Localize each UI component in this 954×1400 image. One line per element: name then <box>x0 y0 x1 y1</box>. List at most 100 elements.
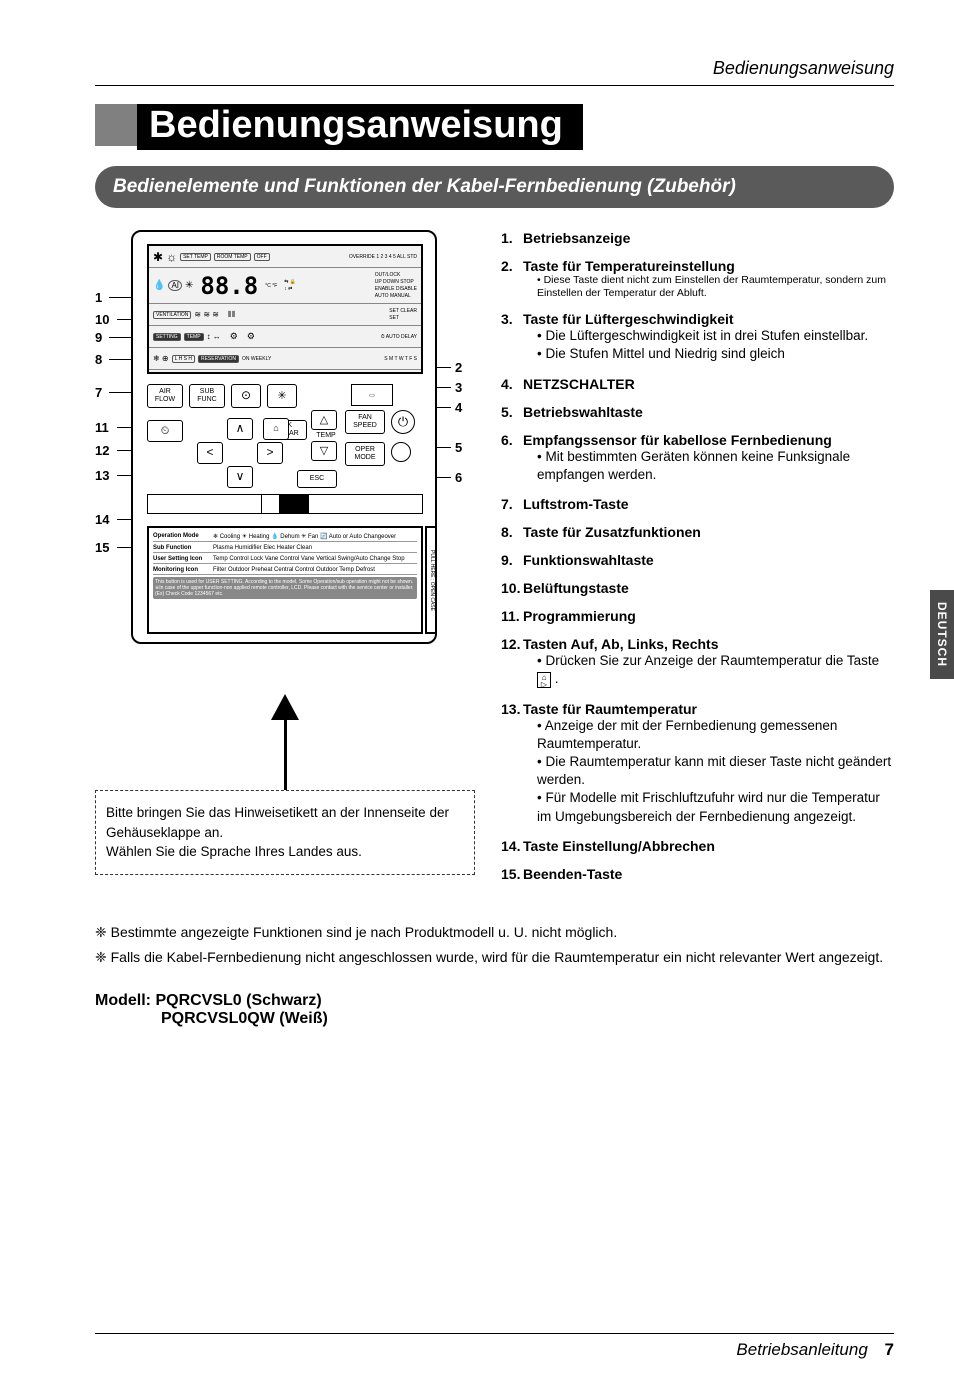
item-title: 10.Belüftungstaste <box>501 580 894 596</box>
item-title: 14.Taste Einstellung/Abbrechen <box>501 838 894 854</box>
list-item: 9.Funktionswahltaste <box>501 552 894 568</box>
running-header: Bedienungsanweisung <box>95 58 894 79</box>
callout-6: 6 <box>455 470 462 485</box>
callout-4: 4 <box>455 400 462 415</box>
up-arrow-icon <box>271 694 299 720</box>
timer-button[interactable]: ⏲ <box>147 420 183 442</box>
temp-col: △ TEMP ▽ <box>311 410 341 461</box>
power-button[interactable]: ⏻ <box>391 410 415 434</box>
title-row: Bedienungsanweisung <box>95 104 894 150</box>
snowflake-icon: ✱ <box>153 250 163 264</box>
legend-label: Sub Function <box>153 545 209 551</box>
gear-icon: ⚙ <box>247 331 255 342</box>
legend-card: Operation Mode ❄ Cooling ☀ Heating 💧 Deh… <box>147 526 423 634</box>
main-row: 1 10 9 8 7 11 12 13 14 15 2 3 4 <box>95 230 894 894</box>
remote-diagram: 1 10 9 8 7 11 12 13 14 15 2 3 4 <box>95 230 475 670</box>
arrow-pad: ∧ ⌂ < > ∨ <box>191 424 301 488</box>
footnote: ❈ Bestimmte angezeigte Funktionen sind j… <box>95 924 894 941</box>
callout-5: 5 <box>455 440 462 455</box>
lcd-vent: VENTILATION <box>153 311 191 319</box>
item-title: 11.Programmierung <box>501 608 894 624</box>
down-button[interactable]: ∨ <box>227 466 253 488</box>
item-title: 4.NETZSCHALTER <box>501 376 894 392</box>
item-list: 1.Betriebsanzeige 2.Taste für Temperature… <box>501 230 894 882</box>
footer-text: Betriebsanleitung <box>736 1340 867 1359</box>
lcd-text: ON WEEKLY <box>242 356 271 362</box>
divider <box>95 85 894 86</box>
lcd-text: OVERRIDE 1 2 3 4 5 ALL STD <box>349 254 417 260</box>
list-item: 14.Taste Einstellung/Abbrechen <box>501 838 894 854</box>
esc-button[interactable]: ESC <box>297 470 337 488</box>
callout-1: 1 <box>95 290 102 305</box>
list-item: 6.Empfangssensor für kabellose Fernbedie… <box>501 432 894 484</box>
lcd-units: °C °F <box>265 283 277 289</box>
callout-3: 3 <box>455 380 462 395</box>
opermode-button[interactable]: OPER MODE <box>345 442 385 466</box>
item-sub: Die Lüftergeschwindigkeit ist in drei St… <box>501 327 894 345</box>
callout-13: 13 <box>95 468 109 483</box>
lcd-right-col: ⇆ 🔒 ↕ ⇄ <box>284 279 296 292</box>
lcd-pill: ROOM TEMP <box>214 253 251 261</box>
page-title: Bedienungsanweisung <box>137 104 583 150</box>
subfunc-button[interactable]: SUB FUNC <box>189 384 225 408</box>
legend-label: Monitoring Icon <box>153 567 209 573</box>
legend-label: Operation Mode <box>153 533 209 540</box>
right-button[interactable]: > <box>257 442 283 464</box>
lcd-pill: SET TEMP <box>180 253 211 261</box>
legend-items: Plasma Humidifier Elec Heater Clean <box>213 545 312 551</box>
arrows-icon: ↕ ↔ <box>207 332 221 341</box>
callout-11: 11 <box>95 420 109 435</box>
footnote: ❈ Falls die Kabel-Fernbedienung nicht an… <box>95 949 894 966</box>
legend-items: ❄ Cooling ☀ Heating 💧 Dehum ✳ Fan 🔄 Auto… <box>213 533 396 540</box>
arrow-stem <box>284 720 287 790</box>
temp-up-button[interactable]: △ <box>311 410 337 430</box>
lcd-chip: SETTING <box>153 333 181 341</box>
callout-8: 8 <box>95 352 102 367</box>
remote-body: ✱ ☼ SET TEMP ROOM TEMP OFF OVERRIDE 1 2 … <box>131 230 437 644</box>
list-item: 8.Taste für Zusatzfunktionen <box>501 524 894 540</box>
bottom-notes: ❈ Bestimmte angezeigte Funktionen sind j… <box>95 924 894 966</box>
settings-button[interactable]: ⊙ <box>231 384 261 408</box>
page-footer: Betriebsanleitung 7 <box>95 1333 894 1360</box>
vent-button[interactable]: ✳ <box>267 384 297 408</box>
callout-14: 14 <box>95 512 109 527</box>
flap-hinge <box>147 494 423 514</box>
list-item: 1.Betriebsanzeige <box>501 230 894 246</box>
home-button[interactable]: ⌂ <box>263 418 289 440</box>
temp-down-button[interactable]: ▽ <box>311 441 337 461</box>
callout-9: 9 <box>95 330 102 345</box>
note-line: Bitte bringen Sie das Hinweisetikett an … <box>106 803 464 842</box>
title-block-icon <box>95 104 137 146</box>
list-item: 15.Beenden-Taste <box>501 866 894 882</box>
list-item: 3.Taste für LüftergeschwindigkeitDie Lüf… <box>501 311 894 363</box>
list-item: 12.Tasten Auf, Ab, Links, RechtsDrücken … <box>501 636 894 688</box>
lcd-chip: RESERVATION <box>198 355 239 363</box>
lcd-right-text: SET CLEAR SET <box>389 308 417 321</box>
airflow-button[interactable]: AIR FLOW <box>147 384 183 408</box>
list-item: 4.NETZSCHALTER <box>501 376 894 392</box>
lcd-right-text: ⏱ AUTO DELAY <box>381 334 417 340</box>
lcd-lhsh: L H S H <box>172 355 195 363</box>
plasma-icon: ❄ ⊕ <box>153 354 169 363</box>
up-button[interactable]: ∧ <box>227 418 253 440</box>
fanspeed-button[interactable]: FAN SPEED <box>345 410 385 434</box>
lcd-pill: OFF <box>254 253 270 261</box>
temp-label: TEMP <box>311 430 341 441</box>
item-title: 6.Empfangssensor für kabellose Fernbedie… <box>501 432 894 448</box>
item-sub: Die Stufen Mittel und Niedrig sind gleic… <box>501 345 894 363</box>
right-column: 1.Betriebsanzeige 2.Taste für Temperature… <box>501 230 894 894</box>
callout-2: 2 <box>455 360 462 375</box>
lcd-screen: ✱ ☼ SET TEMP ROOM TEMP OFF OVERRIDE 1 2 … <box>147 244 423 374</box>
left-button[interactable]: < <box>197 442 223 464</box>
model-info: Modell: PQRCVSL0 (Schwarz) PQRCVSL0QW (W… <box>95 992 894 1028</box>
lcd-text: S M T W T F S <box>384 356 417 362</box>
signal-icon: ≋ ≋ ≋ <box>194 310 219 319</box>
legend-note: This button is used for USER SETTING. Ac… <box>153 577 417 599</box>
ai-icon: AI <box>168 280 182 291</box>
item-sub: Drücken Sie zur Anzeige der Raumtemperat… <box>501 652 894 688</box>
list-item: 11.Programmierung <box>501 608 894 624</box>
list-item: 2.Taste für TemperatureinstellungDiese T… <box>501 258 894 299</box>
indicator: ▭ <box>351 384 393 406</box>
fan-bars-icon: ⦀⦀ <box>228 310 235 320</box>
language-tab: DEUTSCH <box>930 590 954 679</box>
